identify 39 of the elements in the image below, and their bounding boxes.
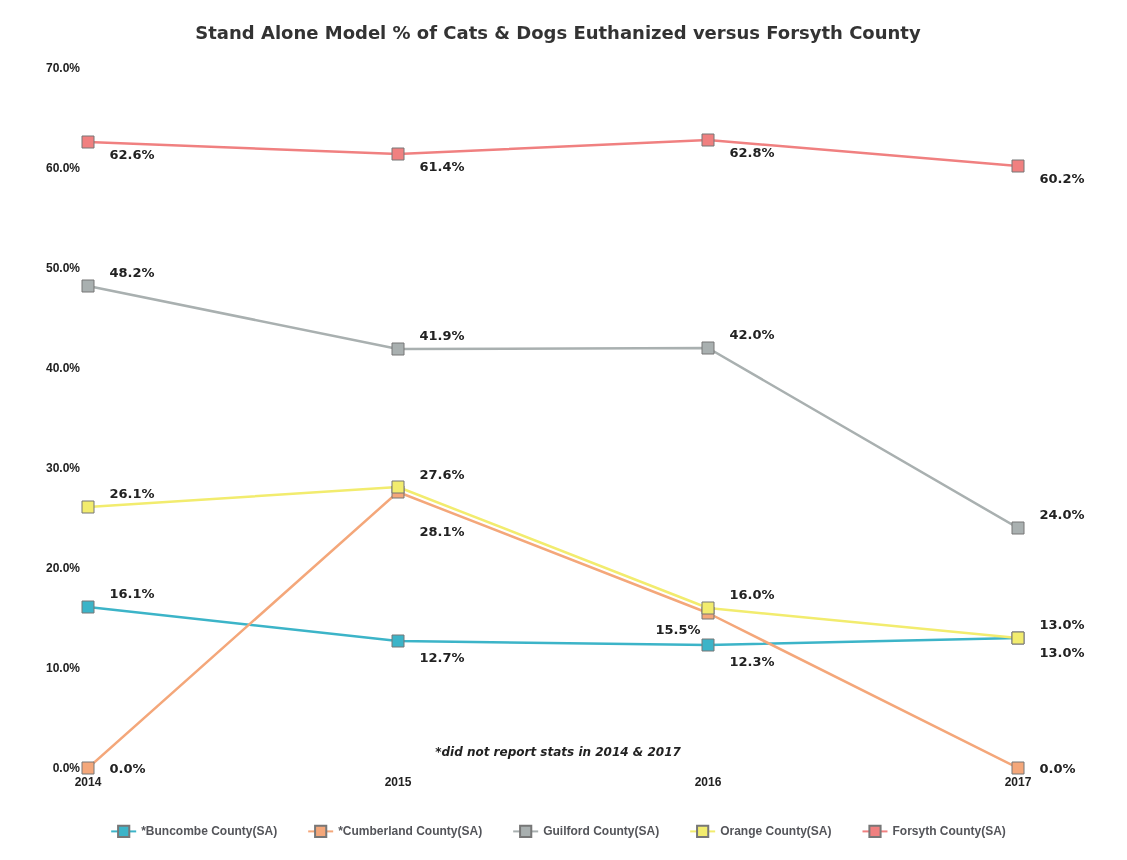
data-label: 16.0% — [729, 586, 775, 602]
chart-title: Stand Alone Model % of Cats & Dogs Euthanized versus Forsyth County — [195, 21, 921, 43]
data-label: 27.6% — [419, 466, 465, 482]
data-label: 15.5% — [655, 621, 701, 637]
y-tick-label: 20.0% — [45, 561, 81, 575]
data-label: 48.2% — [109, 264, 155, 280]
x-tick-label: 2014 — [74, 775, 102, 789]
data-label: 24.0% — [1039, 506, 1085, 522]
data-label: 60.2% — [1039, 170, 1085, 186]
data-label: 12.3% — [729, 653, 775, 669]
y-tick-label: 40.0% — [45, 361, 81, 375]
data-label: 0.0% — [1039, 760, 1076, 776]
y-tick-label: 0.0% — [52, 761, 81, 775]
y-tick-label: 60.0% — [45, 161, 81, 175]
x-tick-label: 2017 — [1004, 775, 1032, 789]
y-tick-label: 30.0% — [45, 461, 81, 475]
data-label: 26.1% — [109, 485, 155, 501]
data-label: 62.8% — [729, 144, 775, 160]
legend-label: *Buncombe County(SA) — [141, 824, 278, 839]
data-label: 12.7% — [419, 649, 465, 665]
y-tick-label: 70.0% — [45, 61, 81, 75]
data-label: 0.0% — [109, 760, 146, 776]
data-label: 16.1% — [109, 585, 155, 601]
y-tick-label: 10.0% — [45, 661, 81, 675]
data-label: 42.0% — [729, 326, 775, 342]
legend-label: Guilford County(SA) — [543, 824, 660, 839]
data-label: 62.6% — [109, 146, 155, 162]
y-tick-label: 50.0% — [45, 261, 81, 275]
data-label: 41.9% — [419, 327, 465, 343]
data-label: 13.0% — [1039, 644, 1085, 660]
annotation: *did not report stats in 2014 & 2017 — [435, 745, 682, 759]
legend-label: Orange County(SA) — [720, 824, 832, 839]
data-label: 61.4% — [419, 158, 465, 174]
legend-label: Forsyth County(SA) — [892, 824, 1006, 839]
data-label: 13.0% — [1039, 616, 1085, 632]
x-tick-label: 2016 — [694, 775, 722, 789]
data-label: 28.1% — [419, 523, 465, 539]
legend-label: *Cumberland County(SA) — [338, 824, 483, 839]
x-tick-label: 2015 — [384, 775, 412, 789]
